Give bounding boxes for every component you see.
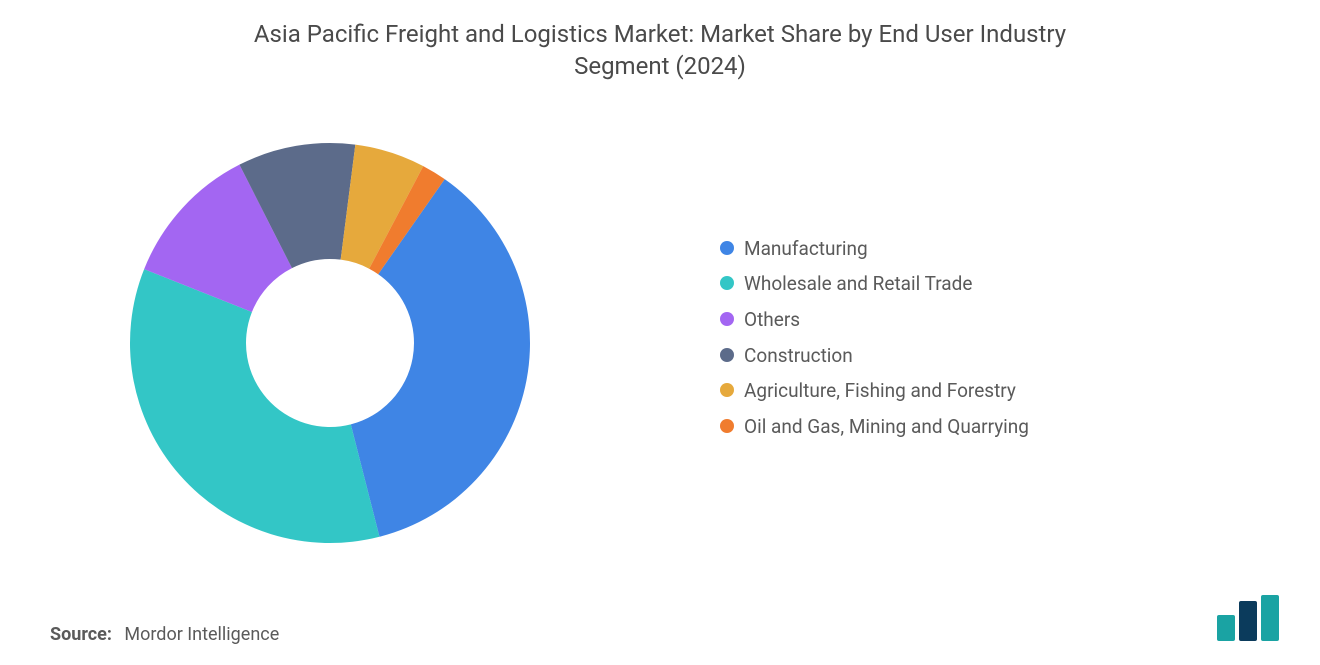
legend-swatch-icon xyxy=(720,348,734,362)
legend-item: Agriculture, Fishing and Forest­ry xyxy=(720,378,1080,404)
donut-chart: 36.3% xyxy=(0,100,660,585)
donut-slice xyxy=(130,269,379,543)
chart-area: 36.3% Manufacturing Wholesale and Retail … xyxy=(0,100,1320,585)
legend-swatch-icon xyxy=(720,419,734,433)
logo-icon xyxy=(1215,595,1285,641)
legend-item: Wholesale and Retail Trade xyxy=(720,271,1080,297)
legend-item: Manufacturing xyxy=(720,236,1080,262)
brand-logo xyxy=(1215,595,1285,645)
legend-label: Others xyxy=(744,307,1080,333)
legend-label: Wholesale and Retail Trade xyxy=(744,271,1080,297)
legend-item: Oil and Gas, Mining and Quarr­ying xyxy=(720,414,1080,440)
legend-label: Oil and Gas, Mining and Quarr­ying xyxy=(744,414,1080,440)
legend-item: Others xyxy=(720,307,1080,333)
legend: Manufacturing Wholesale and Retail Trade O… xyxy=(660,236,1320,450)
chart-title: Asia Pacific Freight and Logistics Marke… xyxy=(0,0,1320,83)
title-line-2: Segment (2024) xyxy=(574,52,746,80)
source-value: Mordor Intelligence xyxy=(124,624,279,645)
legend-item: Construction xyxy=(720,343,1080,369)
donut-svg: 36.3% xyxy=(100,113,560,573)
legend-swatch-icon xyxy=(720,383,734,397)
legend-label: Construction xyxy=(744,343,1080,369)
source-footer: Source: Mordor Intelligence xyxy=(50,624,279,645)
legend-swatch-icon xyxy=(720,276,734,290)
source-label: Source: xyxy=(50,624,112,645)
legend-label: Agriculture, Fishing and Forest­ry xyxy=(744,378,1080,404)
legend-swatch-icon xyxy=(720,312,734,326)
legend-swatch-icon xyxy=(720,241,734,255)
legend-label: Manufacturing xyxy=(744,236,1080,262)
title-line-1: Asia Pacific Freight and Logistics Marke… xyxy=(254,20,1066,48)
